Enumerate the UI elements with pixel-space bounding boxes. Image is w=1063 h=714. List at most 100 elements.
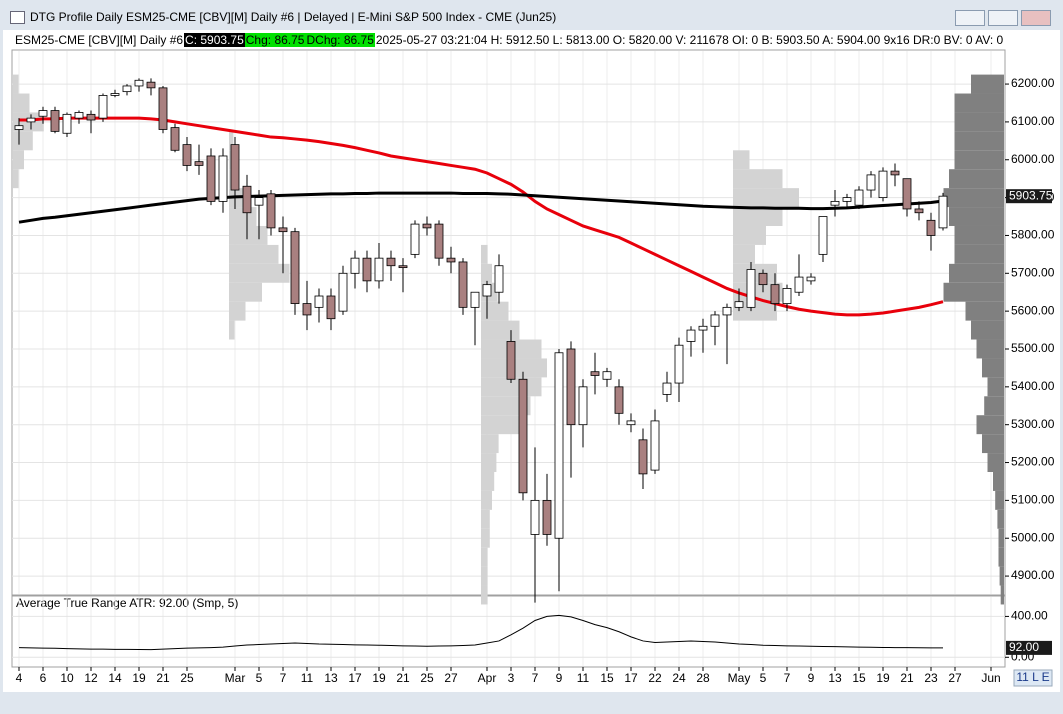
candle-body <box>434 223 444 259</box>
volume-profile-bar <box>954 131 1004 151</box>
scroll-corner[interactable] <box>1013 669 1053 687</box>
volume-profile-bar <box>997 509 1004 529</box>
volume-profile-bar <box>229 225 268 245</box>
candle-body <box>110 93 120 96</box>
candle-body <box>50 110 60 132</box>
volume-profile-bar <box>976 339 1004 359</box>
x-tick-label: May <box>728 671 751 685</box>
candle-body <box>518 378 528 494</box>
y-tick-label: 400.00 <box>1011 609 1048 623</box>
candle-body <box>542 499 552 535</box>
candle-body <box>698 325 708 331</box>
volume-profile-bar <box>229 244 279 264</box>
candle-body <box>626 420 636 426</box>
close-button[interactable] <box>1021 10 1051 26</box>
y-tick-label: 5100.00 <box>1011 493 1055 507</box>
candle-body <box>650 420 660 471</box>
candle-body <box>266 193 276 229</box>
candle-body <box>410 223 420 255</box>
x-tick-label: 3 <box>508 671 515 685</box>
candle-body <box>806 276 816 282</box>
volume-profile-bar <box>954 150 1004 170</box>
y-tick-label: 6000.00 <box>1011 152 1055 166</box>
x-tick-label: 19 <box>876 671 890 685</box>
volume-profile-bar <box>954 225 1004 245</box>
candle-body <box>26 117 36 123</box>
volume-profile-bar <box>998 528 1004 548</box>
candle-body <box>182 144 192 166</box>
candle-body <box>686 329 696 342</box>
minimize-button[interactable] <box>955 10 985 26</box>
candle-body <box>914 208 924 214</box>
volume-profile-bar <box>229 320 235 340</box>
candle-body <box>578 386 588 426</box>
candle-body <box>638 439 648 475</box>
candle-body <box>170 127 180 151</box>
x-tick-label: 25 <box>420 671 434 685</box>
candle-body <box>590 371 600 376</box>
candle-body <box>290 231 300 304</box>
x-tick-label: 13 <box>324 671 338 685</box>
candle-body <box>614 386 624 414</box>
volume-profile-bar <box>481 547 488 567</box>
volume-profile-bar <box>481 415 525 435</box>
volume-profile-bar <box>987 377 1004 397</box>
x-tick-label: 28 <box>696 671 710 685</box>
candle-body <box>14 125 24 130</box>
x-tick-label: 21 <box>156 671 170 685</box>
x-tick-label: 27 <box>444 671 458 685</box>
x-tick-label: 19 <box>132 671 146 685</box>
moving-average <box>18 191 944 224</box>
volume-profile-bar <box>733 150 750 170</box>
candle-body <box>86 113 96 121</box>
x-tick-label: 7 <box>532 671 539 685</box>
x-tick-label: 10 <box>60 671 74 685</box>
y-tick-label: 5800.00 <box>1011 228 1055 242</box>
candle-body <box>746 269 756 308</box>
volume-profile-bar <box>229 263 290 283</box>
volume-profile-bar <box>481 301 509 321</box>
volume-profile-bar <box>733 301 777 321</box>
candle-body <box>818 216 828 255</box>
candle-body <box>38 110 48 117</box>
candle-body <box>74 112 84 119</box>
candle-body <box>710 314 720 327</box>
candle-body <box>362 257 372 282</box>
candle-body <box>206 155 216 202</box>
volume-profile-bar <box>13 131 33 151</box>
candle-body <box>782 288 792 304</box>
candle-body <box>554 352 564 539</box>
candle-body <box>854 189 864 206</box>
candle-body <box>470 291 480 308</box>
candle-body <box>830 200 840 206</box>
volume-profile-bar <box>1000 585 1004 605</box>
volume-profile-bar <box>481 453 497 472</box>
atr-line <box>18 614 943 651</box>
volume-profile-bar <box>481 244 488 264</box>
candle-body <box>134 79 144 87</box>
x-tick-label: 11 <box>577 671 590 685</box>
x-tick-label: 4 <box>16 671 23 685</box>
x-tick-label: 23 <box>924 671 938 685</box>
volume-profile-bar <box>13 74 19 94</box>
candle-body <box>506 341 516 380</box>
y-tick-label: 5600.00 <box>1011 303 1055 317</box>
window-title: DTG Profile Daily ESM25-CME [CBV][M] Dai… <box>30 10 557 24</box>
candle-body <box>326 295 336 320</box>
maximize-button[interactable] <box>988 10 1018 26</box>
y-tick-label: 5000.00 <box>1011 530 1055 544</box>
candle-body <box>674 344 684 384</box>
candle-body <box>926 219 936 236</box>
candle-body <box>890 170 900 176</box>
x-tick-label: Mar <box>225 671 246 685</box>
change-badge: Chg: 86.75 <box>244 33 306 47</box>
scroll-corner-label[interactable]: 11 L E <box>1016 670 1049 684</box>
volume-profile-bar <box>481 320 520 340</box>
volume-profile-bar <box>943 282 1004 302</box>
dchange-badge: DChg: 86.75 <box>305 33 375 47</box>
volume-profile-bar <box>13 150 24 170</box>
symbol: ESM25-CME [CBV][M] Daily #6 <box>15 33 184 47</box>
x-tick-label: 15 <box>852 671 866 685</box>
x-tick-label: 7 <box>784 671 791 685</box>
candle-body <box>146 81 156 89</box>
